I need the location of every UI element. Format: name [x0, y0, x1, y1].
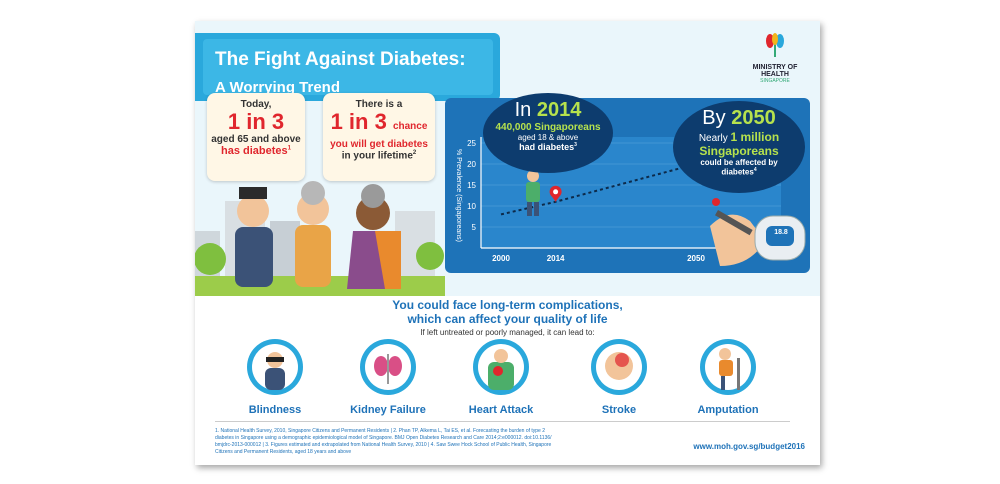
complication-label-stroke: Stroke: [601, 404, 637, 416]
bubble-2014: In 2014 440,000 Singaporeans aged 18 & a…: [483, 93, 613, 173]
y-tick-label: 25: [467, 139, 476, 148]
person-head: [527, 170, 539, 182]
seniors-illustration: [235, 181, 401, 289]
data-point-pin: [550, 194, 561, 202]
complications-section: You could face long-term complications, …: [195, 296, 820, 465]
bubble-2050: By 2050 Nearly 1 million Singaporeans co…: [673, 101, 805, 193]
y-axis-label: % Prevalence (Singaporeans): [455, 149, 462, 242]
moh-logo: MINISTRY OF HEALTH SINGAPORE: [740, 33, 810, 84]
complications-subheading: If left untreated or poorly managed, it …: [420, 328, 595, 337]
infographic-card: The Fight Against Diabetes: A Worrying T…: [195, 21, 820, 465]
kidney-failure-icon: [360, 339, 416, 395]
page-subtitle: A Worrying Trend: [215, 79, 341, 96]
person-leg: [534, 202, 539, 216]
series-line: [500, 163, 697, 216]
y-tick-label: 10: [467, 202, 476, 211]
complication-label-heart-attack: Heart Attack: [468, 404, 534, 416]
glucose-meter-icon: [710, 198, 806, 266]
x-tick-label: 2000: [492, 254, 510, 263]
x-tick-label: 2050: [687, 254, 705, 263]
page-title: The Fight Against Diabetes:: [215, 49, 466, 70]
budget-link[interactable]: www.moh.gov.sg/budget2016: [693, 442, 805, 451]
fact-lifetime: There is a 1 in 3 chance you will get di…: [323, 93, 435, 181]
y-tick-label: 5: [472, 223, 477, 232]
meter-reading: 18.8: [774, 229, 788, 236]
y-tick-label: 20: [467, 160, 476, 169]
heart-attack-icon: [473, 339, 529, 395]
complication-label-kidney-failure: Kidney Failure: [350, 404, 426, 416]
top-section: The Fight Against Diabetes: A Worrying T…: [195, 21, 820, 296]
divider: [215, 421, 790, 422]
person-body: [526, 182, 540, 202]
title-banner: The Fight Against Diabetes: A Worrying T…: [195, 33, 500, 101]
stroke-icon: [591, 339, 647, 395]
moh-emblem-icon: [766, 33, 784, 57]
person-leg: [527, 202, 532, 216]
x-tick-label: 2014: [547, 254, 565, 263]
complication-label-amputation: Amputation: [697, 404, 759, 416]
data-point-marker-center: [553, 189, 559, 195]
complication-label-blindness: Blindness: [248, 404, 302, 416]
complications-heading: You could face long-term complications, …: [392, 298, 623, 326]
blindness-icon: [247, 339, 303, 395]
fact-today: Today, 1 in 3 aged 65 and above has diab…: [207, 93, 305, 181]
footnotes: 1. National Health Survey, 2010, Singapo…: [215, 428, 552, 455]
y-tick-label: 15: [467, 181, 476, 190]
amputation-icon: [700, 339, 756, 395]
